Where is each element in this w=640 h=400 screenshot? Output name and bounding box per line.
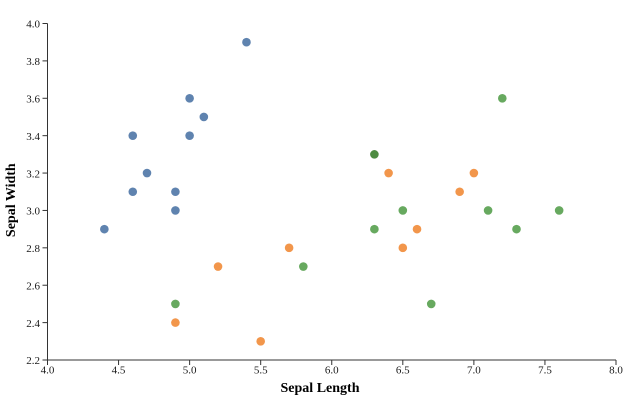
svg-text:3.4: 3.4 [26,131,40,143]
svg-text:2.2: 2.2 [26,355,40,367]
svg-text:4.0: 4.0 [26,19,40,31]
svg-text:3.2: 3.2 [26,168,40,180]
svg-text:3.8: 3.8 [26,56,40,68]
svg-text:2.8: 2.8 [26,243,40,255]
svg-text:3.6: 3.6 [26,93,40,105]
svg-text:Sepal Width: Sepal Width [4,163,19,237]
svg-text:3.0: 3.0 [26,206,40,218]
svg-text:7.5: 7.5 [538,364,552,376]
svg-text:8.0: 8.0 [609,364,623,376]
svg-text:2.4: 2.4 [26,318,40,330]
svg-text:5.5: 5.5 [254,364,268,376]
svg-text:6.0: 6.0 [325,364,339,376]
svg-text:5.0: 5.0 [183,364,197,376]
svg-text:4.5: 4.5 [112,364,126,376]
svg-text:6.5: 6.5 [396,364,410,376]
svg-text:2.6: 2.6 [26,280,40,292]
svg-text:7.0: 7.0 [467,364,481,376]
svg-text:Sepal Length: Sepal Length [281,381,360,396]
svg-text:4.0: 4.0 [41,364,55,376]
